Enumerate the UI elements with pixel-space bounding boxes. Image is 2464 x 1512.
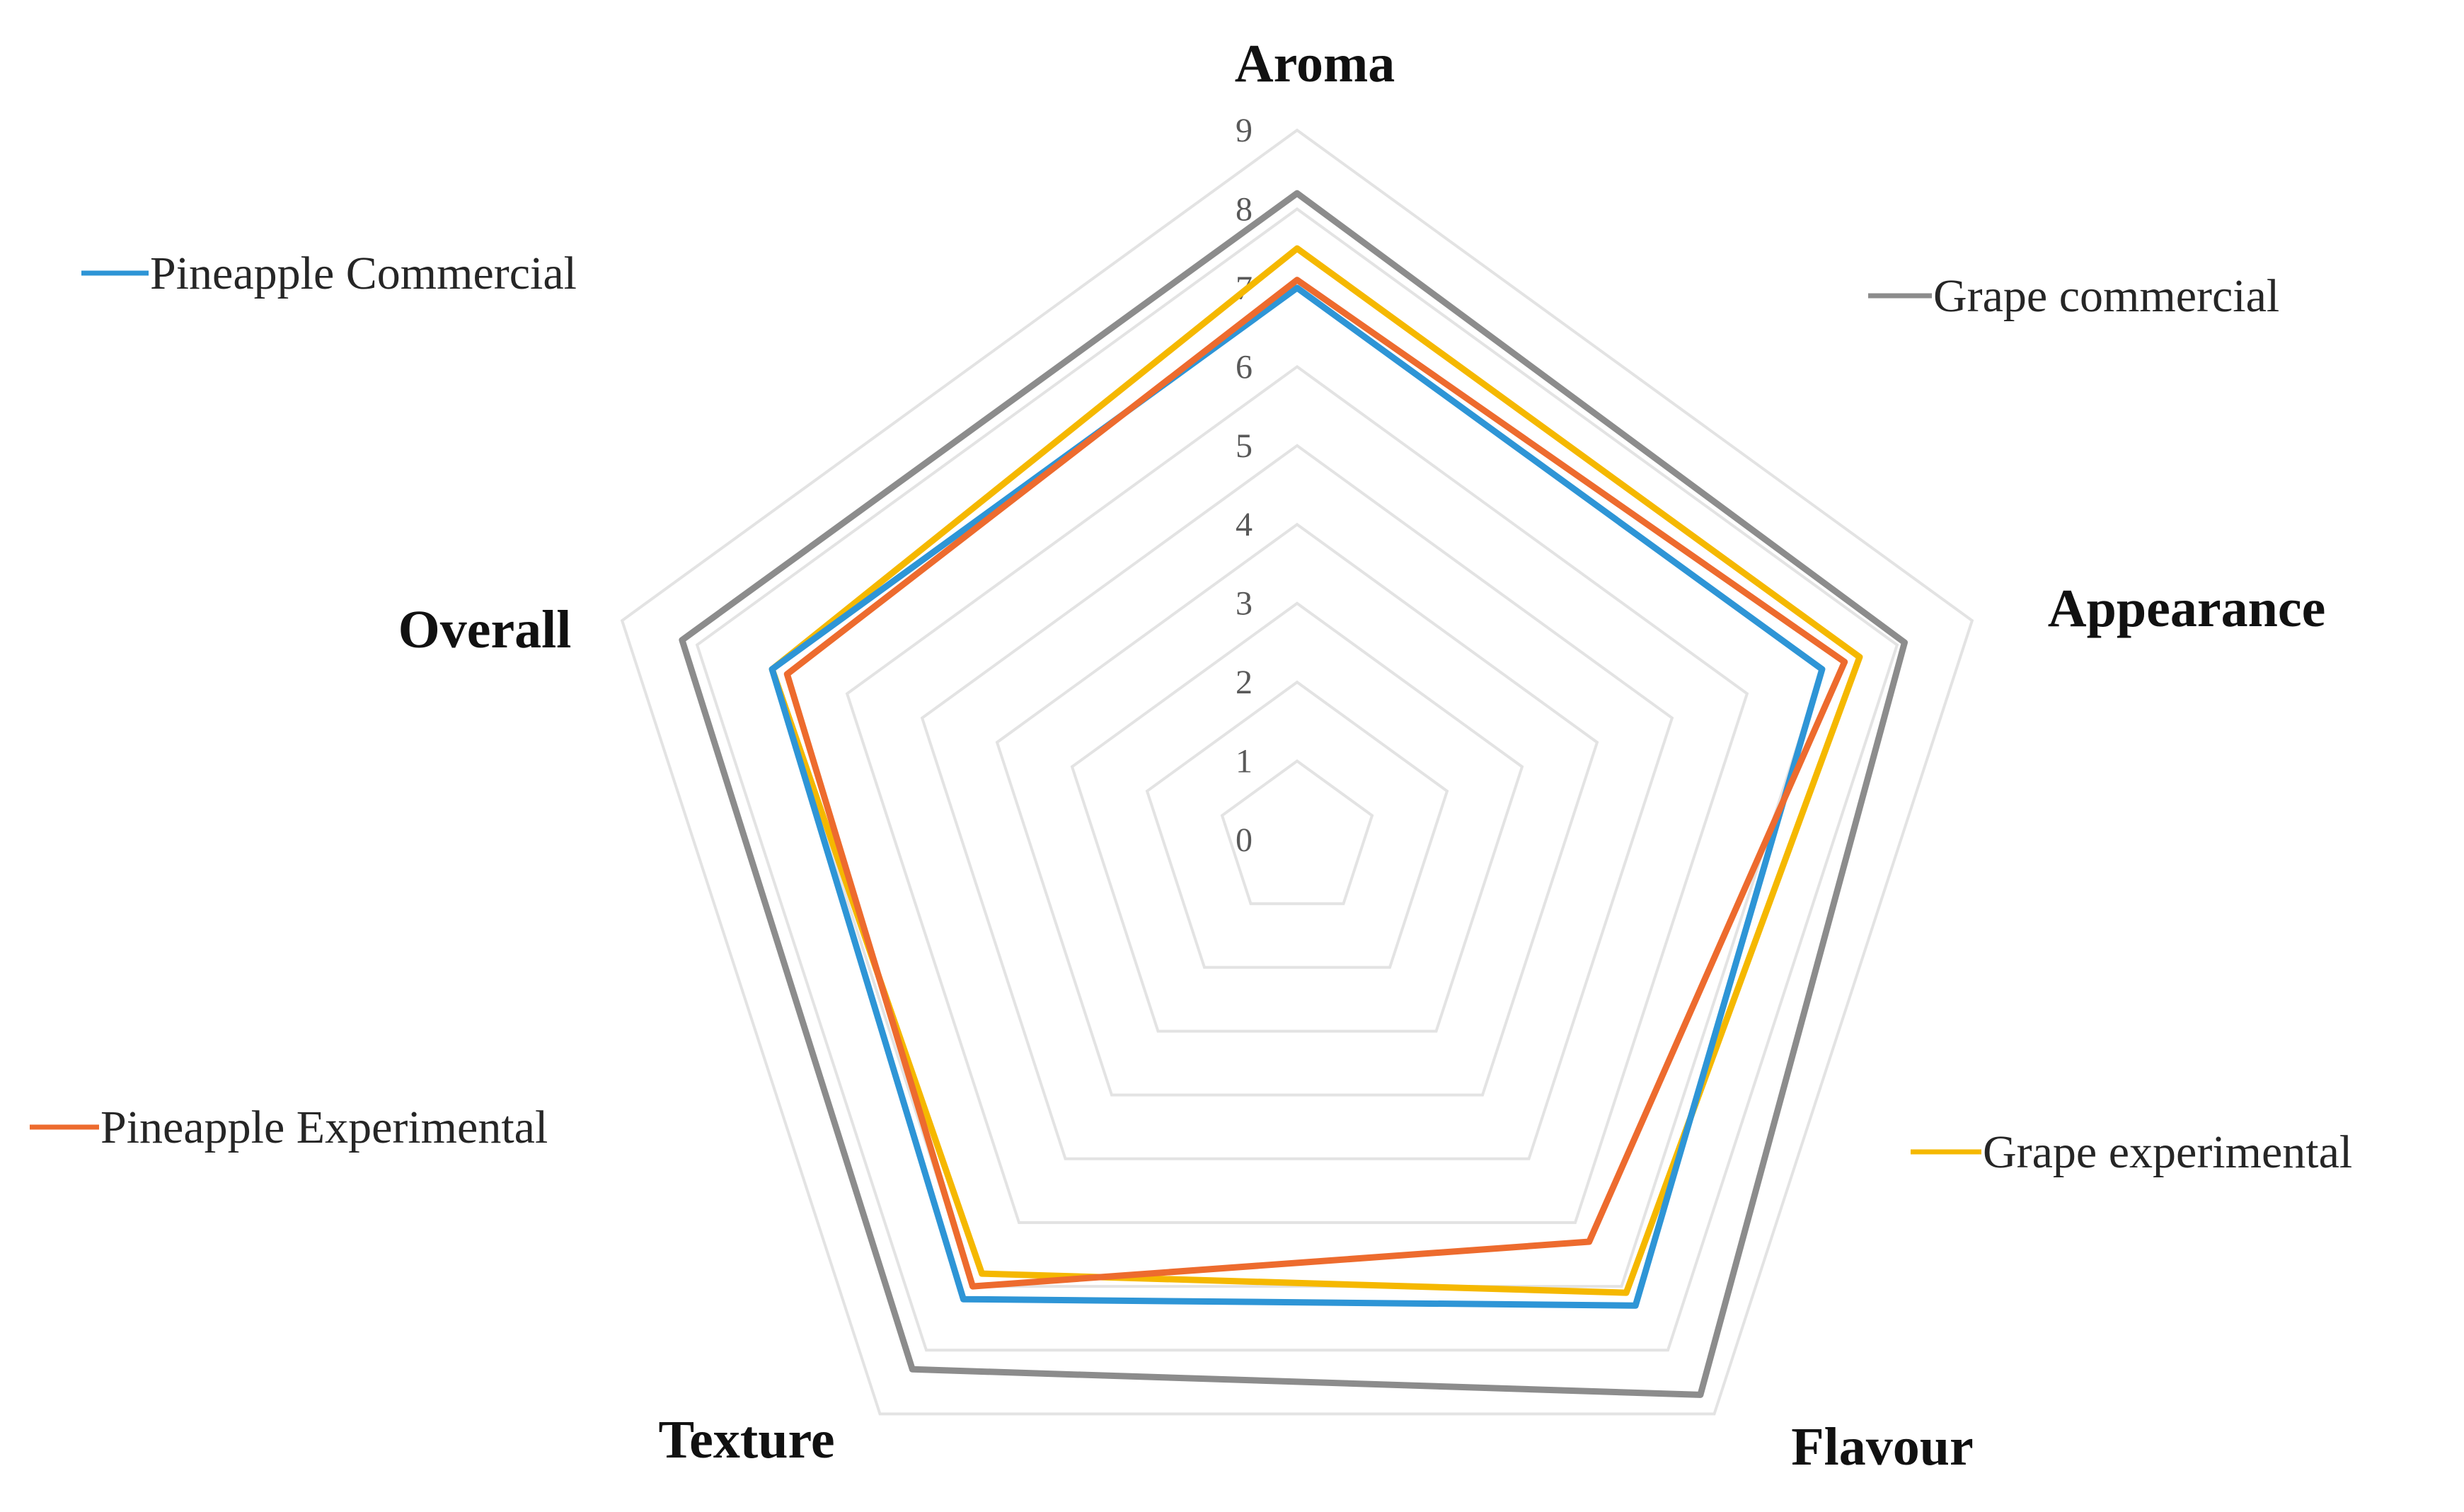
tick-label-1: 1 xyxy=(1236,743,1253,780)
legend-label-grape-experimental: Grape experimental xyxy=(1983,1126,2352,1178)
series-line-grape-experimental xyxy=(768,245,1863,1296)
axis-label-overall: Overall xyxy=(398,600,572,659)
tick-label-2: 2 xyxy=(1236,664,1253,701)
grid-ring-4 xyxy=(995,522,1599,1097)
axis-label-flavour: Flavour xyxy=(1791,1417,1974,1477)
radar-axis-labels: Aroma Appearance Flavour Texture Overall xyxy=(398,34,2326,1477)
legend-item-pineapple-commercial: Pineapple Commercial xyxy=(81,248,577,299)
grid-ring-3 xyxy=(1070,601,1524,1033)
tick-label-6: 6 xyxy=(1236,348,1253,386)
legend-item-grape-experimental: Grape experimental xyxy=(1911,1126,2352,1178)
grid-ring-9 xyxy=(620,128,1974,1416)
axis-label-aroma: Aroma xyxy=(1235,34,1395,93)
tick-label-5: 5 xyxy=(1236,427,1253,465)
series-line-pineapple-experimental xyxy=(783,277,1848,1290)
grid-ring-1 xyxy=(1220,759,1374,906)
grid-ring-5 xyxy=(920,444,1674,1160)
legend-item-grape-commercial: Grape commercial xyxy=(1868,270,2279,322)
legend-label-pineapple-experimental: Pineapple Experimental xyxy=(100,1102,548,1153)
legend: Pineapple Commercial Grape commercial Pi… xyxy=(30,248,2352,1178)
tick-label-8: 8 xyxy=(1236,190,1253,228)
grid-ring-8 xyxy=(695,207,1899,1352)
tick-label-3: 3 xyxy=(1236,585,1253,623)
tick-label-9: 9 xyxy=(1236,112,1253,149)
tick-label-4: 4 xyxy=(1236,506,1253,543)
tick-label-0: 0 xyxy=(1236,821,1253,859)
radar-grid xyxy=(620,128,1974,1416)
radar-series xyxy=(679,190,1908,1398)
legend-label-pineapple-commercial: Pineapple Commercial xyxy=(150,248,577,299)
grid-ring-2 xyxy=(1145,680,1449,969)
axis-label-texture: Texture xyxy=(658,1410,834,1470)
grid-ring-6 xyxy=(845,364,1749,1224)
legend-item-pineapple-experimental: Pineapple Experimental xyxy=(30,1102,548,1153)
legend-label-grape-commercial: Grape commercial xyxy=(1933,270,2279,322)
axis-label-appearance: Appearance xyxy=(2048,579,2326,638)
series-line-pineapple-commercial xyxy=(768,284,1826,1309)
series-line-grape-commercial xyxy=(679,190,1908,1398)
